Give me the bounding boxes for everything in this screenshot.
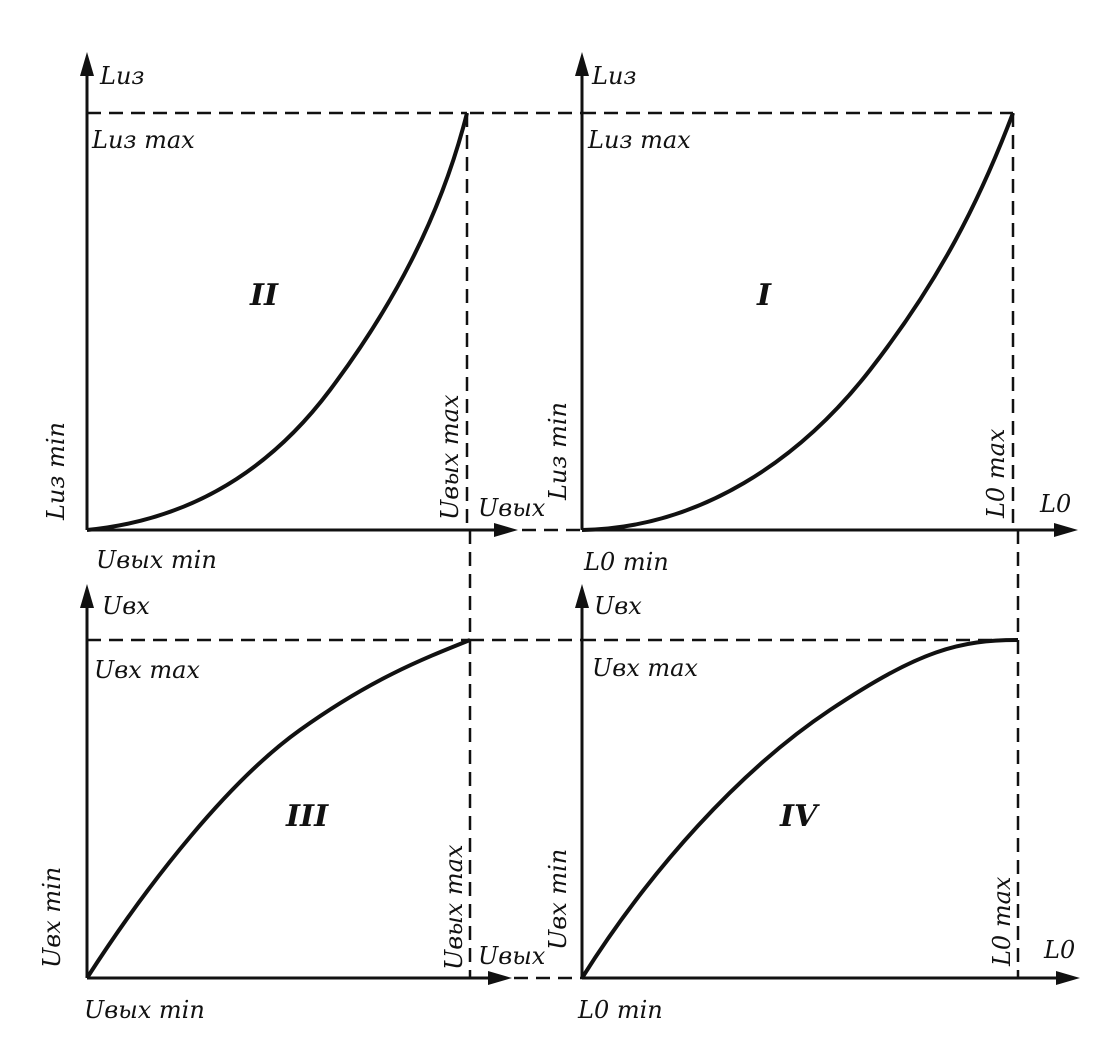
q2-y-axis-label: Lиз xyxy=(99,62,144,90)
q2-x-axis-label: Uвых xyxy=(478,494,546,522)
q1-x-min-label: L0 min xyxy=(583,548,669,576)
q2-y-min-label: Lиз min xyxy=(42,422,70,521)
q3-x-max-label: Uвых max xyxy=(440,844,468,970)
q2-x-max-label: Uвых max xyxy=(436,394,464,520)
q3-y-min-label: Uвх min xyxy=(38,867,66,968)
q3-x-min-label: Uвых min xyxy=(84,996,205,1024)
q4-x-min-label: L0 min xyxy=(577,996,663,1024)
q4-y-max-label: Uвх max xyxy=(592,654,698,682)
q4-y-arrow xyxy=(575,584,589,608)
q2-y-max-label: Lиз max xyxy=(91,126,195,154)
q4-x-max-label: L0 max xyxy=(988,876,1016,967)
q4-x-axis-label: L0 xyxy=(1043,936,1075,964)
q2-curve xyxy=(86,112,469,532)
q1-curve xyxy=(581,112,1015,532)
q4-x-arrow xyxy=(1056,971,1080,985)
q3-y-axis-label: Uвх xyxy=(102,592,150,620)
quadrant-iv: Uвх Uвх max Uвх min L0 max L0 L0 min IV xyxy=(470,530,1080,1024)
quadrant-iii: Uвх Uвх max Uвх min Uвых max Uвых Uвых m… xyxy=(38,530,546,1024)
q1-x-axis-label: L0 xyxy=(1039,490,1071,518)
quadrant-ii: Lиз Lиз max Lиз min Uвых max Uвых Uвых m… xyxy=(42,52,546,574)
q3-roman-label: III xyxy=(285,799,329,834)
q2-x-min-label: Uвых min xyxy=(96,546,217,574)
q1-y-max-label: Lиз max xyxy=(587,126,691,154)
q1-x-arrow xyxy=(1054,523,1078,537)
q3-y-arrow xyxy=(80,584,94,608)
q1-y-arrow xyxy=(575,52,589,76)
q4-y-axis-label: Uвх xyxy=(594,592,642,620)
q3-y-max-label: Uвх max xyxy=(94,656,200,684)
q2-y-arrow xyxy=(80,52,94,76)
q4-y-min-label: Uвх min xyxy=(544,849,572,950)
q3-x-arrow xyxy=(488,971,512,985)
q3-curve xyxy=(85,638,471,980)
q1-x-max-label: L0 max xyxy=(982,428,1010,519)
q4-curve xyxy=(580,638,1019,980)
q1-y-axis-label: Lиз xyxy=(591,62,636,90)
q1-y-min-label: Lиз min xyxy=(544,402,572,501)
q4-roman-label: IV xyxy=(779,799,820,834)
quadrant-i: Lиз Lиз max Lиз min L0 max L0 L0 min I xyxy=(470,52,1078,576)
q2-roman-label: II xyxy=(249,278,279,313)
q2-x-arrow xyxy=(494,523,518,537)
q1-roman-label: I xyxy=(756,278,772,313)
q3-x-axis-label: Uвых xyxy=(478,942,546,970)
